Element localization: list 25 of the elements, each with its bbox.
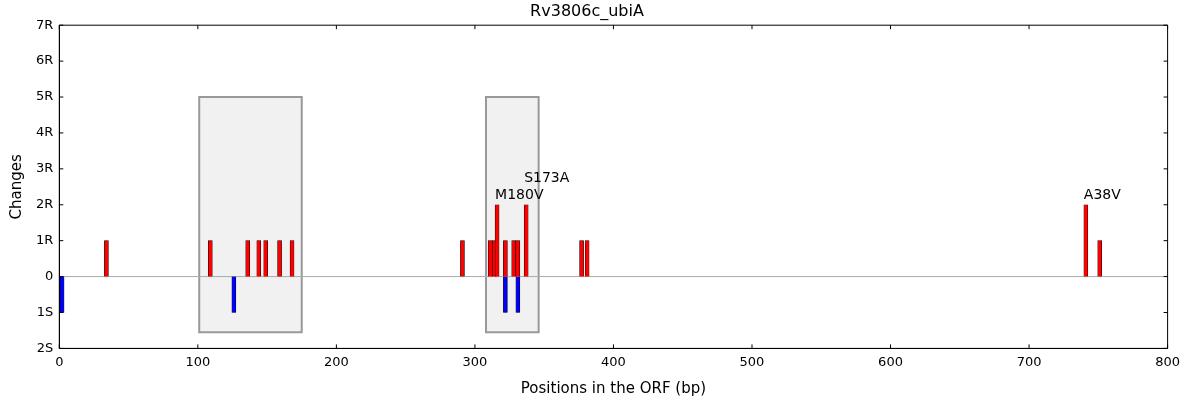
x-tick-label: 300 [462,353,488,369]
x-tick-label: 200 [323,353,349,369]
y-tick-label: 2S [36,339,54,355]
chart-title: Rv3806c_ubiA [530,0,644,21]
y-tick-label: 1S [36,303,54,319]
y-tick-label: 7R [35,16,54,32]
annotation: A38V [1083,186,1122,203]
y-tick-label: 0 [45,267,54,283]
annotation: M180V [495,186,544,203]
x-tick-label: 800 [1155,353,1181,369]
x-tick-label: 100 [185,353,211,369]
y-tick-label: 5R [35,88,54,104]
y-tick-label: 2R [35,196,54,212]
annotation: S173A [524,169,570,186]
y-tick-label: 4R [35,124,54,140]
x-tick-label: 0 [55,353,64,369]
x-axis-title: Positions in the ORF (bp) [520,378,707,397]
y-tick-label: 3R [35,160,54,176]
x-tick-label: 600 [878,353,903,369]
x-tick-label: 500 [739,353,765,369]
y-axis-title: Changes [6,154,25,220]
y-tick-label: 1R [35,232,54,248]
y-tick-label: 6R [35,52,54,68]
x-tick-label: 400 [601,353,626,369]
x-tick-label: 700 [1016,353,1042,369]
